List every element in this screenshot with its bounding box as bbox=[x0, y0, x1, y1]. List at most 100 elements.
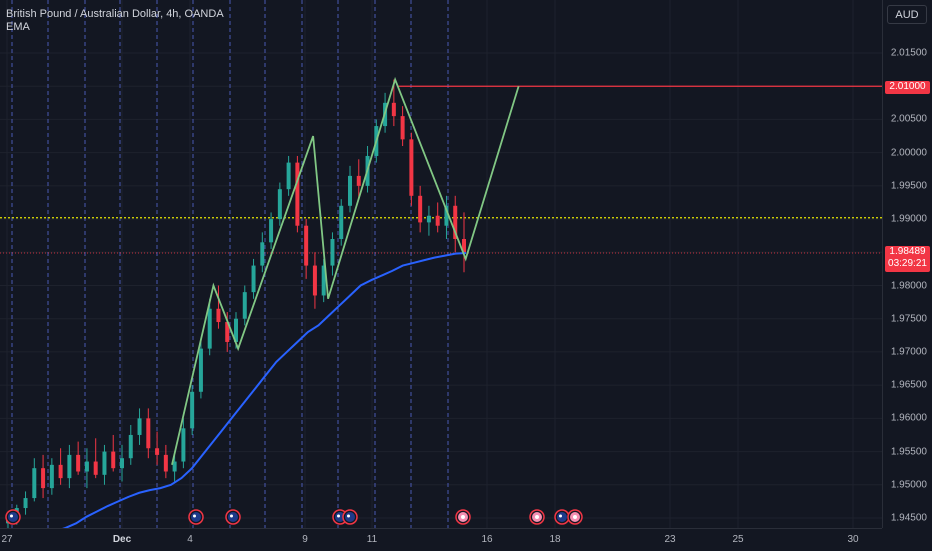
event-marker-star bbox=[347, 514, 350, 518]
event-marker-flag bbox=[557, 512, 567, 522]
candle-body bbox=[137, 418, 142, 435]
candle-body bbox=[190, 391, 195, 429]
price-tick-label: 1.99000 bbox=[890, 213, 927, 225]
ema-indicator-label[interactable]: EMA bbox=[6, 21, 30, 33]
target-price-badge: 2.01000 bbox=[885, 81, 930, 94]
event-marker-star bbox=[10, 514, 13, 518]
candle-body bbox=[321, 265, 326, 296]
price-tick-label: 2.00000 bbox=[890, 147, 927, 159]
candle-body bbox=[277, 189, 282, 220]
price-tick-label: 1.97000 bbox=[890, 346, 927, 358]
event-marker-star bbox=[230, 514, 233, 518]
time-tick-label: 11 bbox=[366, 534, 378, 545]
candle-body bbox=[418, 195, 423, 223]
candle-body bbox=[41, 468, 46, 489]
candle-body bbox=[93, 461, 98, 475]
current-price-label: 1.98489 bbox=[889, 246, 926, 257]
candle-body bbox=[435, 215, 440, 226]
time-tick-label: 23 bbox=[664, 534, 676, 545]
event-marker-flag bbox=[191, 512, 201, 522]
price-tick-label: 1.97500 bbox=[890, 313, 927, 325]
candle-body bbox=[286, 162, 291, 190]
candle-body bbox=[128, 434, 133, 459]
candle-body bbox=[111, 451, 116, 469]
event-marker-flag bbox=[335, 512, 345, 522]
economic-event-star-icon[interactable] bbox=[455, 509, 471, 525]
price-chart-area[interactable]: British Pound / Australian Dollar, 4h, O… bbox=[0, 0, 882, 533]
candle-body bbox=[251, 265, 256, 293]
candle-body bbox=[356, 175, 361, 186]
event-marker-center bbox=[461, 515, 465, 519]
event-marker-center bbox=[573, 515, 577, 519]
price-tick-label: 1.96000 bbox=[890, 412, 927, 424]
event-marker-star bbox=[337, 514, 340, 518]
time-tick-label: 9 bbox=[302, 534, 308, 545]
harmonic-pattern-line bbox=[171, 76, 520, 466]
current-price-badge: 1.98489 03:29:21 bbox=[885, 246, 930, 272]
economic-event-flag-icon[interactable] bbox=[188, 509, 204, 525]
candle-body bbox=[102, 451, 107, 475]
price-tick-label: 1.94500 bbox=[890, 512, 927, 524]
currency-button[interactable]: AUD bbox=[887, 5, 927, 24]
candle-body bbox=[400, 116, 405, 140]
time-axis[interactable]: 27 Dec 4 9 11 16 18 23 25 30 bbox=[0, 528, 882, 551]
candle-body bbox=[409, 139, 414, 196]
event-marker-star bbox=[559, 514, 562, 518]
event-marker-center bbox=[535, 515, 539, 519]
event-marker-flag bbox=[345, 512, 355, 522]
time-tick-label: 16 bbox=[481, 534, 493, 545]
chart-canvas[interactable] bbox=[0, 0, 882, 533]
candle-body bbox=[330, 239, 335, 266]
candle-body bbox=[172, 461, 177, 472]
candle-body bbox=[84, 461, 89, 472]
economic-event-flag-icon[interactable] bbox=[225, 509, 241, 525]
event-marker-flag bbox=[228, 512, 238, 522]
candle-body bbox=[225, 322, 230, 342]
symbol-title[interactable]: British Pound / Australian Dollar, 4h, O… bbox=[6, 8, 224, 20]
candle-body bbox=[295, 162, 300, 226]
bar-countdown-label: 03:29:21 bbox=[888, 258, 927, 269]
candle-body bbox=[242, 292, 247, 319]
time-tick-label: 18 bbox=[549, 534, 561, 545]
price-tick-label: 1.96500 bbox=[890, 379, 927, 391]
candle-body bbox=[58, 464, 63, 479]
candle-body bbox=[120, 458, 124, 469]
candle-body bbox=[198, 348, 203, 392]
candle-body bbox=[269, 219, 274, 243]
candle-body bbox=[49, 464, 54, 489]
candle-body bbox=[32, 468, 37, 499]
candle-body bbox=[181, 428, 186, 462]
candle-body bbox=[339, 205, 344, 239]
time-tick-label: Dec bbox=[112, 534, 132, 545]
candle-body bbox=[304, 225, 309, 266]
time-tick-label: 25 bbox=[732, 534, 744, 545]
time-tick-label: 4 bbox=[187, 534, 193, 545]
economic-event-star-icon[interactable] bbox=[567, 509, 583, 525]
candle-body bbox=[260, 242, 265, 266]
candle-body bbox=[391, 102, 396, 117]
candle-body bbox=[163, 454, 168, 472]
time-tick-label: 27 bbox=[1, 534, 13, 545]
candle-body bbox=[462, 239, 466, 253]
candle-body bbox=[453, 205, 458, 239]
candle-body bbox=[216, 308, 221, 323]
event-marker-flag bbox=[8, 512, 18, 522]
price-tick-label: 2.01500 bbox=[890, 47, 927, 59]
price-tick-label: 2.00500 bbox=[890, 113, 927, 125]
price-tick-label: 1.95000 bbox=[890, 479, 927, 491]
candle-body bbox=[348, 175, 352, 206]
economic-event-star-icon[interactable] bbox=[529, 509, 545, 525]
price-tick-label: 1.98000 bbox=[890, 280, 927, 291]
price-tick-label: 1.99500 bbox=[890, 180, 927, 192]
economic-event-flag-icon[interactable] bbox=[342, 509, 358, 525]
candle-body bbox=[23, 498, 28, 509]
economic-event-flag-icon[interactable] bbox=[554, 509, 570, 525]
candle-body bbox=[155, 448, 160, 455]
candle-body bbox=[426, 215, 431, 223]
candle-body bbox=[76, 454, 81, 472]
economic-event-flag-icon[interactable] bbox=[5, 509, 21, 525]
candle-body bbox=[312, 265, 317, 296]
price-tick-label: 1.95500 bbox=[890, 446, 927, 458]
candle-body bbox=[146, 418, 151, 449]
